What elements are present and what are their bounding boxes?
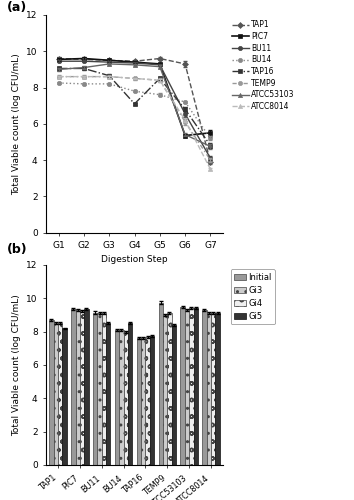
Text: (a): (a) [7, 0, 27, 14]
Bar [97, 314, 102, 465]
Bar [75, 310, 80, 465]
Bar [207, 312, 211, 465]
Text: (b): (b) [7, 243, 28, 256]
Bar [58, 324, 62, 465]
Legend: TAP1, PIC7, BU11, BU14, TAP16, TEMP9, ATCC53103, ATCC8014: TAP1, PIC7, BU11, BU14, TAP16, TEMP9, AT… [230, 19, 296, 112]
Y-axis label: Total Viable count (log CFU/mL): Total Viable count (log CFU/mL) [12, 53, 21, 195]
Bar [202, 310, 207, 465]
Bar [163, 315, 167, 465]
Bar [181, 306, 185, 465]
Bar [141, 338, 145, 465]
Bar [124, 332, 128, 465]
Bar [62, 328, 67, 465]
Bar [194, 308, 198, 465]
Bar [128, 324, 132, 465]
Bar [115, 330, 119, 465]
Bar [71, 309, 75, 465]
Bar [172, 325, 176, 465]
Bar [54, 324, 58, 465]
Legend: Initial, Gi3, Gi4, Gi5: Initial, Gi3, Gi4, Gi5 [231, 269, 275, 324]
Bar [106, 324, 110, 465]
Bar [49, 320, 54, 465]
Bar [80, 311, 84, 465]
Bar [145, 336, 150, 465]
Bar [189, 308, 194, 465]
Bar [159, 302, 163, 465]
Bar [215, 314, 220, 465]
Bar [211, 314, 215, 465]
Bar [119, 330, 124, 465]
Bar [185, 310, 189, 465]
Bar [93, 312, 97, 465]
Bar [102, 312, 106, 465]
Bar [84, 308, 88, 465]
X-axis label: Digestion Step: Digestion Step [101, 256, 168, 264]
Bar [167, 314, 172, 465]
Bar [137, 338, 141, 465]
Bar [150, 336, 154, 465]
Y-axis label: Total Viable count (log CFU/mL): Total Viable count (log CFU/mL) [12, 294, 21, 436]
